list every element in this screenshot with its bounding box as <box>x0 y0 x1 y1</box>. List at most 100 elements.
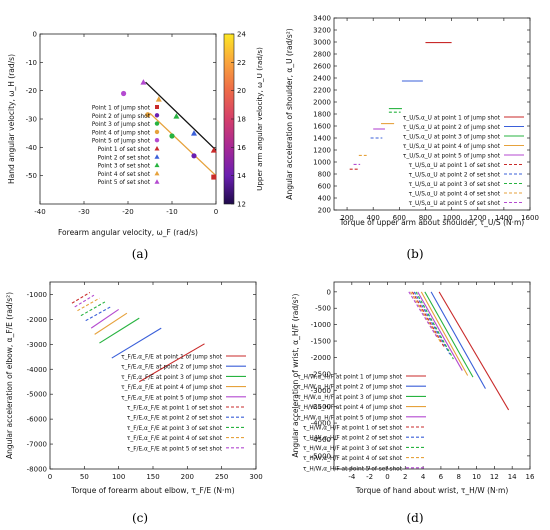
legend-marker <box>154 113 160 118</box>
legend-marker <box>154 146 160 151</box>
y-axis-label: Hand angular velocity, ω_H (rad/s) <box>7 54 16 184</box>
legend-label: τ_F/E,α_F/E at point 2 of set shot <box>127 416 223 422</box>
x-tick-label: 14 <box>508 473 517 481</box>
data-point <box>191 153 197 159</box>
x-tick-label: 1600 <box>521 214 539 222</box>
series-line <box>430 291 486 389</box>
y-tick-label: -3000 <box>27 341 47 349</box>
x-tick-label: 0 <box>214 208 218 216</box>
y-tick-label: -2000 <box>27 316 47 324</box>
y-tick-label: -8000 <box>27 466 47 474</box>
y-tick-label: -40 <box>26 144 37 152</box>
y-tick-label: -3000 <box>311 387 331 395</box>
legend-marker <box>154 129 160 135</box>
legend-label: τ_F/E,α_F/E at point 3 of jump shot <box>121 375 223 381</box>
legend-label: τ_H/W,α_H/F at point 2 of jump shot <box>297 385 402 391</box>
series-line <box>80 301 106 317</box>
y-axis-label: Angular acceleration of shoulder, α_U (r… <box>285 28 294 199</box>
series-line <box>99 317 140 344</box>
data-point <box>210 147 217 153</box>
series-line <box>71 292 91 304</box>
y-tick-label: -4000 <box>27 366 47 374</box>
y-tick-label: -20 <box>26 87 37 95</box>
y-tick-label: -2500 <box>311 370 331 378</box>
x-tick-label: 600 <box>393 214 406 222</box>
data-point <box>121 90 127 97</box>
x-tick-label: 0 <box>385 473 389 481</box>
colorbar-label: Upper arm angular velocity, ω_U (rad/s) <box>255 47 264 191</box>
legend-label: τ_U/S,α_U at point 2 of set shot <box>409 173 501 179</box>
legend-label: τ_H/W,α_H/F at point 5 of set shot <box>303 466 403 472</box>
x-tick-label: 100 <box>112 473 125 481</box>
data-point <box>169 133 175 139</box>
legend-label: τ_U/S,α_U at point 1 of set shot <box>409 163 501 169</box>
data-point <box>140 79 147 85</box>
legend-label: τ_F/E,α_F/E at point 4 of set shot <box>127 436 223 442</box>
y-tick-label: 1800 <box>313 111 331 119</box>
x-tick-label: 200 <box>340 214 353 222</box>
y-tick-label: 2400 <box>313 75 331 83</box>
legend-label: τ_H/W,α_H/F at point 3 of set shot <box>303 446 403 452</box>
series-line <box>413 291 451 355</box>
series-line <box>74 294 95 308</box>
legend-label: Point 1 of jump shot <box>92 106 151 112</box>
legend-label: τ_U/S,α_U at point 4 of set shot <box>409 192 501 198</box>
legend-label: τ_U/S,α_U at point 4 of jump shot <box>403 144 501 150</box>
x-tick-label: -10 <box>166 208 177 216</box>
legend-marker <box>154 138 160 143</box>
series-line <box>420 291 469 376</box>
x-tick-label: -2 <box>366 473 373 481</box>
legend-label: τ_F/E,α_F/E at point 4 of jump shot <box>121 385 223 391</box>
colorbar-tick-label: 24 <box>237 31 246 39</box>
series-line <box>417 291 463 371</box>
panel-c-elbow-chart: 0 50 100 150 200 250 300 -1000 -2000 -3000 -4000 -5… <box>5 281 263 495</box>
y-tick-label: 3000 <box>313 39 331 47</box>
legend-marker <box>154 162 160 168</box>
plot-frame <box>333 281 531 470</box>
y-tick-label: 200 <box>318 207 331 215</box>
x-tick-label: 1400 <box>495 214 513 222</box>
data-point <box>145 112 151 118</box>
x-tick-label: -30 <box>78 208 89 216</box>
y-tick-label: -30 <box>26 116 37 124</box>
caption-d: (d) <box>406 511 423 525</box>
y-tick-label: 2000 <box>313 99 331 107</box>
x-tick-label: 1200 <box>469 214 487 222</box>
y-tick-label: -1000 <box>311 321 331 329</box>
y-tick-label: 800 <box>318 171 331 179</box>
y-tick-label: 400 <box>318 195 331 203</box>
legend-label: τ_F/E,α_F/E at point 3 of set shot <box>127 426 223 432</box>
legend-label: Point 1 of set shot <box>98 147 151 153</box>
y-tick-label: 600 <box>318 183 331 191</box>
y-tick-label: -1000 <box>27 291 47 299</box>
y-tick-label: -4000 <box>311 420 331 428</box>
y-tick-label: -5000 <box>311 452 331 460</box>
legend-label: τ_H/W,α_H/F at point 2 of set shot <box>303 436 403 442</box>
x-tick-label: 300 <box>249 473 262 481</box>
y-tick-label: 2200 <box>313 87 331 95</box>
y-tick-label: -50 <box>26 172 37 180</box>
series-line <box>438 291 510 411</box>
legend-marker <box>154 179 160 184</box>
legend-label: τ_H/W,α_H/F at point 1 of jump shot <box>297 375 402 381</box>
caption-c: (c) <box>132 511 148 525</box>
legend-label: τ_U/S,α_U at point 5 of jump shot <box>403 154 501 160</box>
x-tick-label: -20 <box>122 208 133 216</box>
legend-label: τ_H/W,α_H/F at point 3 of jump shot <box>297 395 402 401</box>
colorbar-tick-label: 18 <box>237 116 246 124</box>
data-point <box>173 113 180 119</box>
panel-b-shoulder-chart: 200 400 600 800 1000 1200 1400 1600 200 400 600 800… <box>285 15 539 228</box>
y-axis-label: Angular acceleration of elbow, α_F/E (ra… <box>5 292 14 459</box>
y-tick-label: 2600 <box>313 63 331 71</box>
caption-b: (b) <box>406 247 423 261</box>
x-tick-label: 12 <box>490 473 499 481</box>
colorbar-tick-label: 22 <box>237 59 246 67</box>
legend-marker <box>155 105 159 109</box>
x-tick-label: 16 <box>526 473 535 481</box>
y-tick-label: 3400 <box>313 15 331 23</box>
legend-label: τ_F/E,α_F/E at point 5 of jump shot <box>121 395 223 401</box>
x-tick-label: -4 <box>348 473 356 481</box>
x-tick-label: 250 <box>215 473 228 481</box>
colorbar-tick-label: 14 <box>237 172 246 180</box>
series-line <box>411 291 445 348</box>
